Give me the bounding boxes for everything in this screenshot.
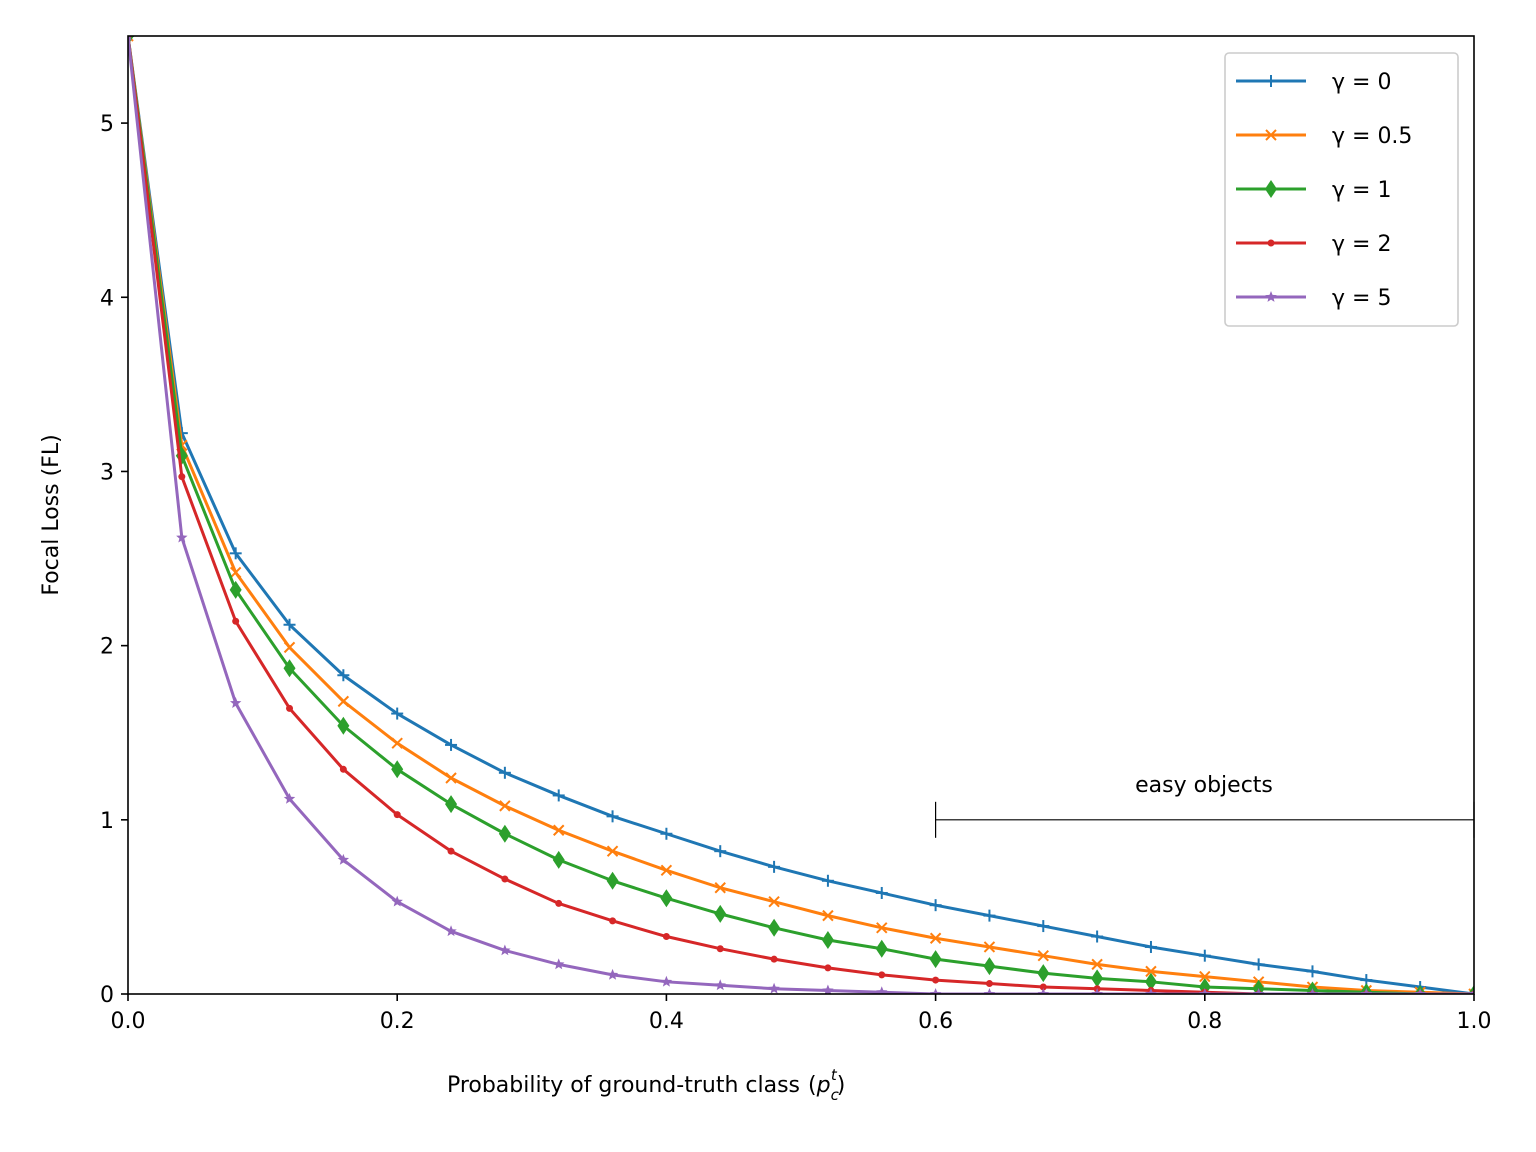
x-tick-label: 0.8 (1187, 1009, 1222, 1034)
data-point (340, 766, 347, 773)
legend: γ = 0 γ = 0.5 γ = 1 γ = 2 γ = 5 (1225, 53, 1458, 326)
y-tick-label: 5 (100, 112, 114, 137)
legend-label: γ = 0 (1332, 70, 1391, 95)
data-point (771, 956, 778, 963)
data-point (824, 964, 831, 971)
y-tick-label: 4 (100, 286, 114, 311)
x-tick-label: 0.0 (111, 1009, 146, 1034)
data-point (232, 618, 239, 625)
legend-label: γ = 5 (1332, 286, 1391, 311)
data-point (878, 971, 885, 978)
legend-label: γ = 0.5 (1332, 124, 1412, 149)
legend-label: γ = 1 (1332, 178, 1391, 203)
x-tick-label: 0.2 (380, 1009, 415, 1034)
data-point (555, 900, 562, 907)
y-tick-label: 3 (100, 460, 114, 485)
data-point (286, 705, 293, 712)
data-point (932, 977, 939, 984)
y-tick-label: 1 (100, 809, 114, 834)
data-point (609, 917, 616, 924)
legend-label: γ = 2 (1332, 232, 1391, 257)
y-tick-label: 0 (100, 983, 114, 1008)
data-point (717, 945, 724, 952)
x-tick-label: 0.4 (649, 1009, 684, 1034)
y-axis-label: Focal Loss (FL) (39, 434, 64, 595)
data-point (394, 811, 401, 818)
data-point (986, 980, 993, 987)
x-axis-label: Probability of ground-truth class (447, 1073, 800, 1098)
data-point (448, 848, 455, 855)
y-tick-label: 2 (100, 635, 114, 660)
data-point (663, 933, 670, 940)
legend-marker (1268, 240, 1275, 247)
data-point (178, 473, 185, 480)
annotation-label: easy objects (1135, 773, 1273, 798)
x-tick-label: 0.6 (918, 1009, 953, 1034)
data-point (501, 876, 508, 883)
x-tick-label: 1.0 (1457, 1009, 1492, 1034)
